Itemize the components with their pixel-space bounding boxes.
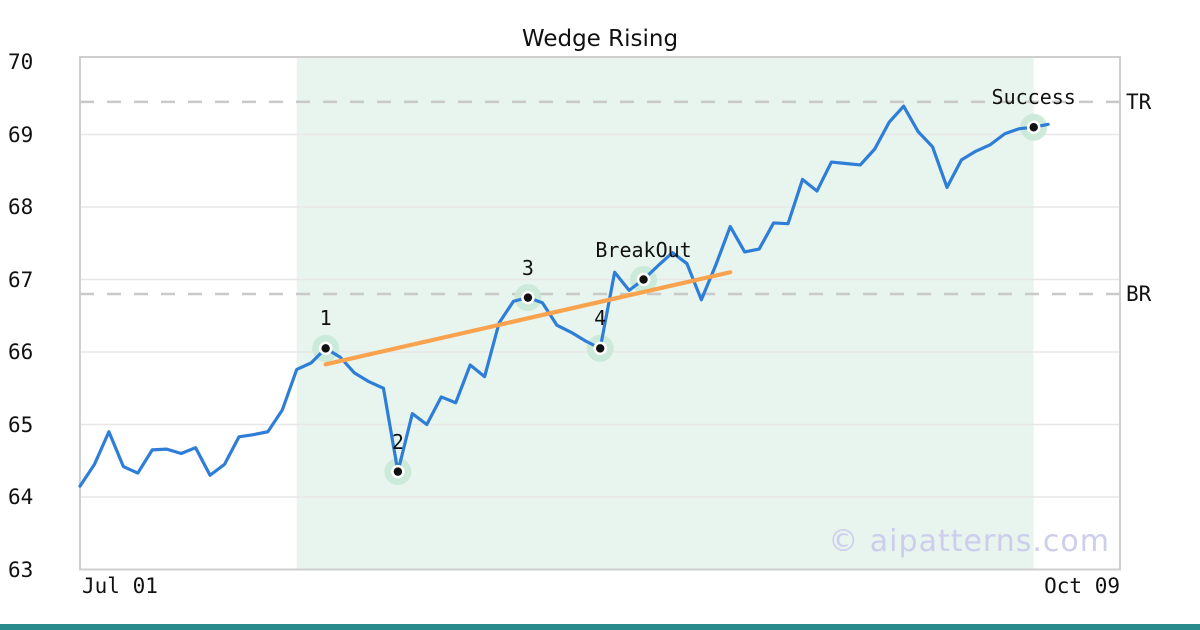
pattern-label-breakout: BreakOut — [595, 237, 692, 262]
pattern-label-4: 4 — [594, 306, 607, 331]
pattern-marker-dot — [393, 467, 403, 476]
y-tick-label: 67 — [8, 267, 34, 292]
price-line — [78, 104, 1050, 488]
pattern-label-1: 1 — [319, 306, 332, 331]
x-axis-end-label: Oct 09 — [1044, 574, 1120, 598]
y-tick-label: 63 — [8, 557, 34, 582]
level-label-tr: TR — [1126, 89, 1152, 114]
watermark-text: © aipatterns.com — [828, 524, 1110, 559]
level-label-br: BR — [1126, 282, 1152, 306]
bottom-brand-bar — [0, 624, 1200, 630]
x-axis-start-label: Jul 01 — [82, 574, 158, 598]
y-tick-label: 70 — [8, 50, 34, 74]
pattern-marker-dot — [596, 344, 605, 353]
pattern-label-3: 3 — [521, 255, 534, 280]
trend-line — [323, 270, 733, 367]
pattern-label-2: 2 — [391, 429, 404, 454]
pattern-label-success: Success — [991, 85, 1076, 110]
y-tick-label: 66 — [8, 340, 34, 364]
y-tick-label: 64 — [8, 485, 34, 509]
pattern-marker-dot — [523, 293, 533, 302]
chart-title: Wedge Rising — [521, 26, 679, 52]
pattern-marker-dot — [1029, 123, 1038, 132]
pattern-marker-dot — [639, 275, 648, 284]
pattern-marker-dot — [321, 344, 330, 353]
wedge-shaded-region — [296, 57, 1034, 570]
plot-border — [79, 56, 1121, 571]
y-tick-label: 68 — [8, 195, 34, 219]
y-tick-label: 69 — [8, 122, 34, 147]
y-tick-label: 65 — [8, 412, 34, 437]
